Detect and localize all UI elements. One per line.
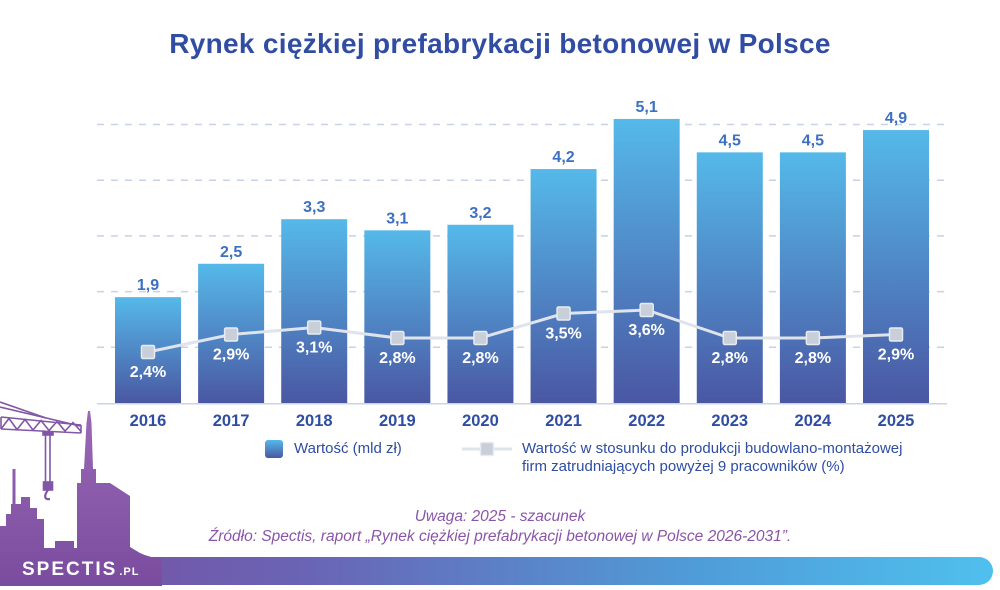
line-marker-2018 [306,320,322,335]
line-marker-2022 [639,302,654,318]
x-tick-2020: 2020 [462,412,499,430]
bar-value-label-2018: 3,3 [303,199,325,216]
line-marker-2020 [473,330,488,346]
bar-value-label-2019: 3,1 [386,210,408,227]
x-tick-2019: 2019 [379,412,416,430]
x-tick-2024: 2024 [795,412,833,430]
x-tick-2023: 2023 [711,412,748,430]
spectis-logo: SPECTIS .PL [22,559,139,581]
line-value-label-2017: 2,9% [213,347,249,364]
line-value-label-2023: 2,8% [712,350,748,367]
line-value-label-2018: 3,1% [296,340,332,357]
x-tick-2017: 2017 [213,412,250,430]
line-value-label-2019: 2,8% [379,350,415,367]
x-tick-2021: 2021 [545,412,582,430]
bar-value-label-2021: 4,2 [552,149,574,166]
line-value-label-2025: 2,9% [878,347,914,364]
bar-line-chart: 1,9 2,5 3,3 3,1 3,2 4,2 5,1 4,5 4,5 4,9 2,4% 2,9% 3,… [97,99,947,430]
chart-legend: Wartość (mld zł) Wartość w stosunku do p… [0,438,1000,484]
line-value-label-2022: 3,6% [628,322,664,339]
bar-2019 [364,230,431,403]
logo-suffix: .PL [119,566,140,578]
skyline-silhouette [0,411,162,586]
line-marker-2021 [556,306,571,321]
line-value-label-2020: 2,8% [462,350,498,367]
legend-item-line: Wartość w stosunku do produkcji budowlan… [461,440,920,476]
x-tick-2022: 2022 [628,412,665,430]
line-value-label-2021: 3,5% [545,326,581,343]
bar-series-swatch-icon [265,440,283,458]
bar-2020 [447,224,514,403]
note-estimate: Uwaga: 2025 - szacunek [414,508,586,525]
bar-2018 [281,219,348,403]
bar-value-label-2017: 2,5 [220,244,242,261]
bar-value-label-2016: 1,9 [137,277,159,294]
line-value-label-2016: 2,4% [130,364,166,381]
line-marker-2025 [888,327,904,342]
bar-value-label-2023: 4,5 [719,132,741,149]
crane-icon [0,401,82,501]
line-value-label-2024: 2,8% [795,350,831,367]
logo-text: SPECTIS [22,559,118,580]
line-marker-2017 [223,327,239,342]
bar-value-label-2024: 4,5 [802,132,824,149]
bar-2021 [530,169,597,403]
line-marker-2023 [722,330,738,346]
line-series [147,308,897,354]
line-marker-2019 [390,330,405,346]
bottom-gradient-bar [0,557,993,585]
bar-2023 [696,152,763,403]
bar-2024 [779,152,846,403]
line-series-marker-icon [462,441,512,457]
bar-value-label-2025: 4,9 [885,110,907,127]
x-tick-2025: 2025 [878,412,915,430]
line-marker-2016 [140,344,156,360]
legend-bar-label: Wartość (mld zł) [294,440,402,457]
bar-2025 [863,130,929,403]
x-tick-2016: 2016 [130,412,167,430]
footnotes: Uwaga: 2025 - szacunek Źródło: Spectis, … [50,507,950,547]
line-marker-2024 [805,330,821,346]
x-tick-2018: 2018 [296,412,333,430]
bar-value-label-2020: 3,2 [469,205,491,222]
bar-value-label-2022: 5,1 [636,99,658,116]
city-skyline-crane-icon [0,401,162,586]
page-title: Rynek ciężkiej prefabrykacji betonowej w… [169,28,831,59]
legend-item-bar: Wartość (mld zł) [265,440,402,458]
bar-2022 [613,118,680,404]
legend-line-label: Wartość w stosunku do produkcji budowlan… [522,440,903,475]
note-source: Źródło: Spectis, raport „Rynek ciężkiej … [208,528,792,545]
